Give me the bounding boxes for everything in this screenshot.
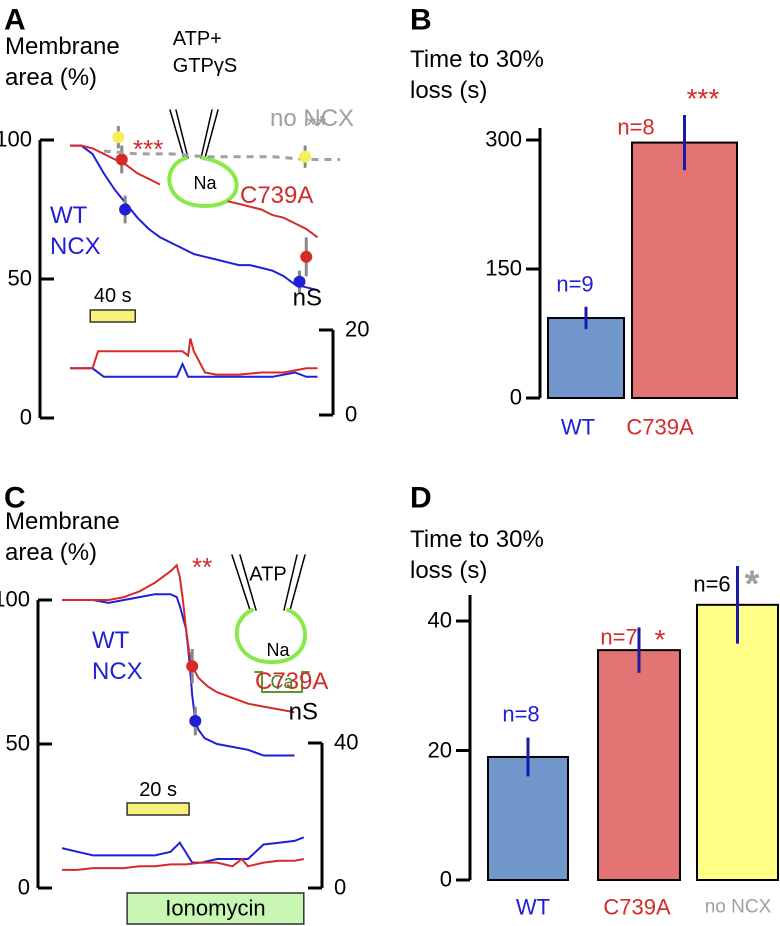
y-tick-label: 300 bbox=[485, 126, 522, 152]
y-axis-title: Time to 30% loss (s) bbox=[410, 526, 544, 585]
scale-bar bbox=[126, 802, 190, 816]
cell bbox=[234, 608, 307, 665]
y-axis-title: Membrane area (%) bbox=[5, 508, 120, 567]
y-tick-label: 50 bbox=[7, 265, 32, 291]
scale-bar bbox=[89, 309, 136, 323]
n-label: n=6 bbox=[693, 571, 731, 597]
diagram-label: Na bbox=[193, 172, 217, 193]
y-tick-label: 0 bbox=[439, 866, 452, 892]
stimulus-label: Ionomycin bbox=[165, 895, 266, 921]
series-label: C739A bbox=[240, 182, 314, 209]
diagram-label: Ca bbox=[270, 671, 294, 692]
conductance-trace bbox=[70, 338, 318, 376]
cell bbox=[167, 156, 239, 209]
y-tick-label: 100 bbox=[0, 586, 30, 612]
series-label: WT NCX bbox=[92, 627, 143, 686]
panel-letter: D bbox=[410, 481, 432, 515]
mean-point bbox=[119, 203, 132, 216]
mean-point bbox=[293, 275, 306, 288]
y-tick-label: 150 bbox=[485, 255, 522, 281]
panel-letter: A bbox=[4, 3, 26, 37]
area-trace bbox=[62, 563, 295, 714]
diagram-label: ATP bbox=[249, 563, 287, 586]
y2-axis-label: nS bbox=[288, 698, 318, 726]
x-tick-label: WT bbox=[560, 414, 596, 440]
significance: * bbox=[654, 623, 666, 655]
cell-diagram-a bbox=[167, 109, 239, 209]
mean-point bbox=[189, 714, 202, 727]
y-tick-label: 100 bbox=[0, 126, 32, 152]
mean-point bbox=[186, 660, 199, 673]
y2-tick-label: 20 bbox=[345, 316, 370, 342]
x-tick-label: C739A bbox=[603, 894, 671, 920]
x-tick-label: WT bbox=[515, 894, 551, 920]
area-trace bbox=[70, 144, 319, 239]
n-label: n=8 bbox=[502, 701, 540, 727]
n-label: n=9 bbox=[556, 271, 594, 297]
y-tick-label: 50 bbox=[5, 730, 30, 756]
series-label: no NCX bbox=[270, 105, 355, 132]
bar bbox=[487, 755, 569, 881]
mean-point bbox=[300, 250, 313, 263]
y2-axis-label: nS bbox=[292, 284, 322, 312]
diagram-label: Na bbox=[266, 639, 290, 660]
y-tick-label: 20 bbox=[427, 737, 452, 763]
bar bbox=[631, 141, 738, 399]
y-tick-label: 0 bbox=[19, 404, 32, 430]
significance: ** bbox=[306, 110, 327, 141]
diagram-label: ATP+ GTPγS bbox=[172, 28, 238, 77]
stimulus-bar bbox=[126, 892, 305, 925]
conductance-trace bbox=[70, 361, 318, 378]
x-tick-label: C739A bbox=[626, 414, 694, 440]
series-label: WT NCX bbox=[50, 202, 101, 261]
significance: *** bbox=[133, 134, 164, 165]
cell-diagram-c bbox=[231, 554, 310, 693]
mean-point bbox=[299, 150, 312, 163]
n-label: n=8 bbox=[617, 114, 655, 140]
y2-tick-label: 0 bbox=[345, 401, 358, 427]
y-tick-label: 0 bbox=[509, 384, 522, 410]
y-tick-label: 0 bbox=[17, 874, 30, 900]
area-trace bbox=[70, 144, 318, 292]
x-tick-label: no NCX bbox=[704, 896, 772, 918]
bath-step bbox=[254, 671, 310, 693]
bar bbox=[597, 649, 681, 882]
bar bbox=[696, 603, 779, 881]
series-label: C739A bbox=[255, 668, 329, 695]
scale-bar-label: 40 s bbox=[93, 285, 132, 307]
mean-point bbox=[112, 131, 125, 144]
y-axis-title: Time to 30% loss (s) bbox=[410, 46, 544, 105]
bar bbox=[547, 317, 625, 399]
scale-bar-label: 20 s bbox=[139, 779, 177, 801]
significance: * bbox=[744, 563, 760, 606]
y-tick-label: 40 bbox=[427, 607, 452, 633]
pipette bbox=[169, 109, 219, 159]
pipette bbox=[231, 554, 306, 611]
significance: ** bbox=[192, 552, 213, 583]
mean-point bbox=[115, 153, 128, 166]
n-label: n=7 bbox=[600, 624, 638, 650]
conductance-trace bbox=[61, 836, 305, 864]
panel-letter: C bbox=[4, 481, 26, 515]
conductance-trace bbox=[62, 857, 304, 871]
y2-tick-label: 40 bbox=[334, 729, 359, 755]
y2-tick-label: 0 bbox=[334, 874, 347, 900]
panel-letter: B bbox=[410, 3, 432, 37]
y-axis-title: Membrane area (%) bbox=[5, 33, 120, 92]
significance: *** bbox=[686, 82, 720, 114]
